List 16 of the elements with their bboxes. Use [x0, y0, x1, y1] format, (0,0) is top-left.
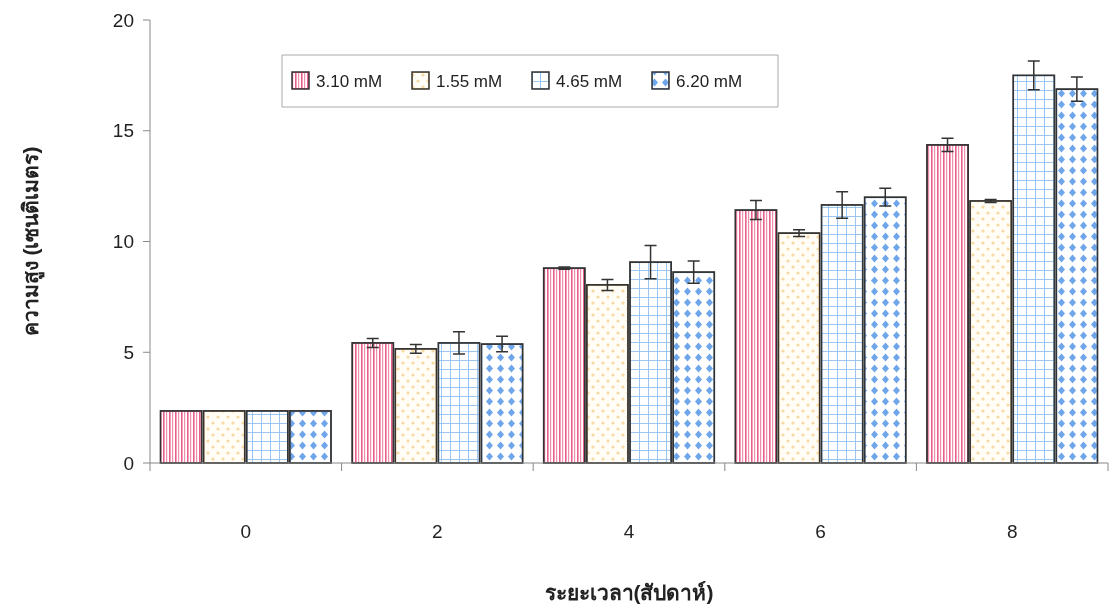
x-tick-label: 2 — [432, 521, 443, 542]
y-tick-label: 10 — [112, 231, 134, 253]
y-axis-title: ความสูง (เซนติเมตร) — [19, 146, 45, 337]
x-tick-label: 0 — [240, 521, 252, 542]
x-tick-label: 6 — [815, 521, 826, 542]
y-tick-label: 20 — [112, 9, 134, 31]
x-axis-title: ระยะเวลา(สัปดาห์) — [544, 581, 714, 604]
y-tick-label: 5 — [123, 341, 134, 363]
x-tick-label: 8 — [1006, 521, 1018, 542]
y-tick-label: 15 — [112, 120, 134, 142]
legend-label: 4.65 mM — [556, 71, 623, 91]
y-tick-label: 0 — [123, 452, 134, 474]
x-tick-label: 4 — [623, 521, 635, 542]
legend-label: 1.55 mM — [436, 71, 503, 91]
legend-label: 6.20 mM — [676, 71, 743, 91]
legend-label: 3.10 mM — [316, 71, 383, 91]
